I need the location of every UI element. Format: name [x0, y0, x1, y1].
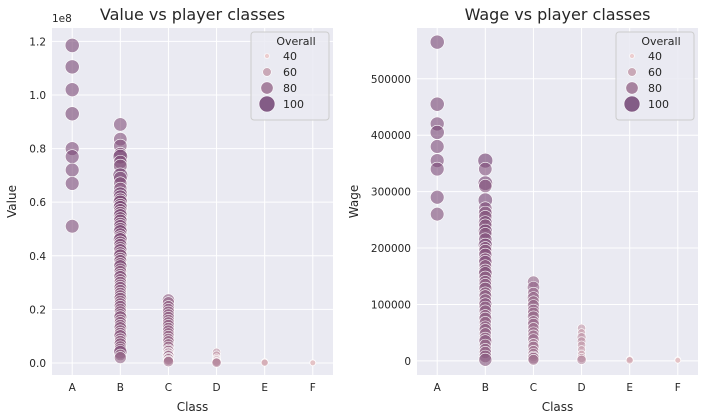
- wage-y-tick-label: 100000: [371, 299, 411, 311]
- wage-x-tick-label: C: [530, 382, 537, 394]
- wage-point: [674, 357, 681, 364]
- wage-legend-entry: 100: [648, 98, 669, 111]
- wage-y-tick-label: 300000: [371, 187, 411, 199]
- wage-legend-entry: 80: [648, 82, 662, 95]
- wage-point: [576, 354, 587, 365]
- value-legend-title: Overall: [276, 35, 315, 48]
- value-point: [260, 358, 269, 367]
- value-legend-marker: [258, 95, 276, 113]
- wage-x-tick-label: F: [675, 382, 681, 394]
- value-x-tick-label: A: [69, 382, 77, 394]
- value-y-tick-label: 1.0: [29, 90, 46, 102]
- value-y-tick-label: 0.8: [29, 144, 46, 156]
- value-legend-entry: 100: [283, 98, 304, 111]
- wage-point: [478, 352, 493, 367]
- wage-point: [429, 124, 445, 140]
- wage-x-tick-label: E: [626, 382, 633, 394]
- wage-legend-marker: [629, 53, 635, 59]
- value-x-tick-label: B: [117, 382, 124, 394]
- value-y-tick-label: 0.2: [29, 304, 46, 316]
- wage-legend-title: Overall: [641, 35, 680, 48]
- value-legend-entry: 80: [283, 82, 297, 95]
- value-point: [114, 351, 127, 364]
- value-point: [162, 356, 174, 368]
- value-legend-marker: [260, 81, 274, 95]
- value-point: [64, 38, 80, 53]
- value-legend-marker: [262, 67, 272, 77]
- wage-x-tick-label: A: [434, 382, 442, 394]
- wage-x-tick-label: B: [482, 382, 489, 394]
- wage-point: [430, 207, 445, 222]
- value-point: [65, 176, 80, 191]
- wage-legend-entry: 40: [648, 50, 662, 63]
- wage-legend-entry: 60: [648, 66, 662, 79]
- value-y-tick-label: 1.2: [29, 36, 46, 48]
- value-point: [65, 149, 80, 164]
- wage-point: [625, 356, 634, 365]
- wage-legend-marker: [627, 67, 637, 77]
- value-point: [65, 162, 80, 178]
- value-chart-title: Value vs player classes: [100, 5, 285, 24]
- value-y-axis-label: Value: [5, 185, 19, 218]
- value-legend-marker: [264, 53, 270, 59]
- wage-x-tick-label: D: [578, 382, 586, 394]
- value-point: [64, 106, 80, 122]
- value-point: [64, 59, 80, 75]
- value-y-offset-label: 1e8: [52, 13, 72, 25]
- value-x-tick-label: F: [310, 382, 316, 394]
- wage-point: [429, 96, 445, 112]
- wage-point: [430, 139, 445, 154]
- wage-point: [527, 354, 540, 366]
- value-y-tick-label: 0.6: [29, 197, 46, 209]
- wage-x-axis-label: Class: [542, 400, 574, 414]
- wage-chart-panel: 0 100000 200000 300000 400000 500000 A B C D E F Wag…: [347, 5, 698, 414]
- value-x-tick-label: D: [213, 382, 221, 394]
- value-y-tick-label: 0.4: [29, 251, 46, 263]
- value-x-tick-label: C: [165, 382, 172, 394]
- value-point: [64, 82, 80, 97]
- wage-point: [430, 190, 445, 205]
- wage-point: [429, 34, 445, 50]
- wage-y-axis-label: Wage: [347, 185, 361, 218]
- value-legend-entry: 40: [283, 50, 297, 63]
- value-legend-entry: 60: [283, 66, 297, 79]
- wage-y-tick-label: 0: [404, 356, 411, 368]
- wage-y-tick-label: 400000: [371, 130, 411, 142]
- value-point: [65, 219, 80, 234]
- value-point: [309, 359, 316, 366]
- value-point: [113, 117, 128, 132]
- wage-point: [430, 161, 445, 177]
- wage-chart-title: Wage vs player classes: [465, 5, 651, 24]
- value-y-tick-label: 0.0: [29, 358, 46, 370]
- value-x-axis-label: Class: [177, 400, 209, 414]
- value-point: [211, 357, 222, 368]
- value-x-tick-label: E: [261, 382, 268, 394]
- wage-y-tick-label: 500000: [371, 74, 411, 86]
- wage-y-tick-label: 200000: [371, 243, 411, 255]
- value-chart-panel: 0.0 0.2 0.4 0.6 0.8 1.0 1.2 A B C D E F Value vs play…: [5, 5, 333, 414]
- wage-legend-marker: [625, 81, 639, 95]
- wage-point: [478, 162, 493, 177]
- wage-point: [478, 179, 493, 193]
- wage-legend-marker: [623, 95, 641, 113]
